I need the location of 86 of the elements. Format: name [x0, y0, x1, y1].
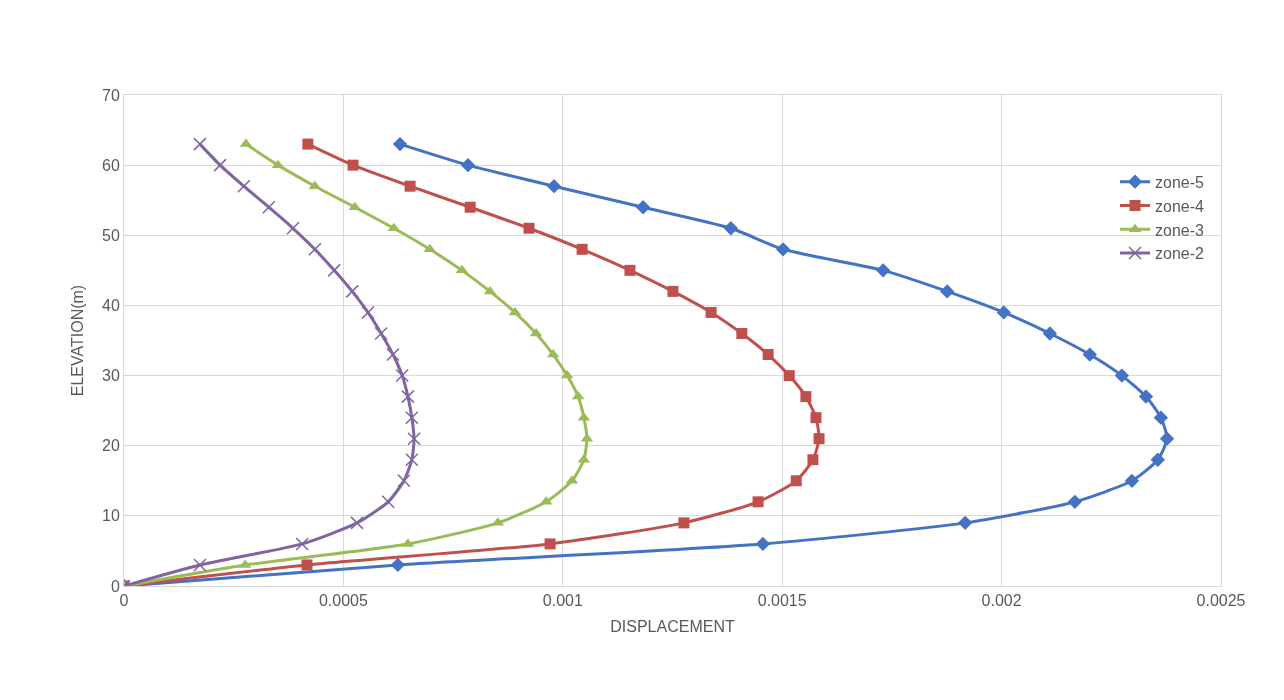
y-tick-label: 20	[102, 437, 120, 455]
point	[464, 201, 476, 213]
x-tick-label: 0.0015	[757, 592, 807, 610]
point	[460, 157, 476, 173]
point	[405, 410, 419, 425]
point	[1042, 326, 1058, 341]
point	[483, 285, 497, 295]
point	[395, 368, 409, 383]
point	[345, 284, 359, 299]
y-tick-label: 10	[102, 507, 120, 525]
point	[405, 452, 419, 467]
point	[295, 537, 309, 551]
point	[996, 305, 1011, 320]
point	[635, 200, 651, 215]
point	[392, 136, 408, 152]
point	[544, 538, 556, 550]
point	[1150, 452, 1165, 467]
point	[529, 327, 543, 337]
point	[800, 391, 812, 403]
point	[1138, 389, 1154, 404]
point	[958, 515, 973, 531]
point	[350, 516, 364, 530]
point	[374, 326, 388, 341]
point	[1159, 431, 1175, 446]
point	[875, 263, 891, 278]
point	[397, 474, 411, 488]
point	[301, 559, 313, 571]
legend-label: zone-4	[1155, 197, 1205, 215]
point	[810, 412, 822, 424]
point	[775, 242, 791, 257]
point	[390, 557, 405, 573]
point	[752, 496, 764, 508]
point	[1082, 347, 1097, 362]
point	[508, 306, 522, 316]
y-tick-label: 50	[102, 226, 120, 244]
point	[783, 370, 795, 382]
point	[193, 558, 207, 572]
point	[386, 347, 400, 362]
point	[401, 389, 415, 404]
y-axis-title: ELEVATION(m)	[68, 284, 86, 397]
y-tick-label: 70	[102, 86, 120, 104]
point	[361, 305, 375, 320]
point	[1153, 410, 1169, 425]
x-tick-label: 0.002	[981, 592, 1022, 610]
point	[736, 327, 748, 339]
point	[755, 536, 771, 552]
point	[523, 222, 535, 234]
point	[678, 517, 690, 529]
point	[262, 200, 276, 214]
point	[940, 284, 955, 299]
point	[193, 137, 207, 151]
point	[237, 179, 251, 193]
legend-label: zone-5	[1155, 173, 1205, 191]
point	[423, 243, 437, 253]
point	[407, 431, 421, 446]
point	[813, 433, 825, 445]
point	[404, 180, 416, 192]
x-tick-label: 0.001	[542, 592, 583, 610]
point	[327, 263, 341, 278]
point	[347, 159, 359, 171]
point	[705, 306, 717, 318]
point	[790, 475, 802, 487]
point	[1067, 494, 1083, 509]
y-tick-label: 40	[102, 297, 120, 315]
point	[213, 158, 227, 172]
point	[1124, 473, 1140, 488]
point	[387, 222, 401, 232]
point	[723, 221, 739, 236]
point	[807, 454, 819, 466]
point	[624, 264, 636, 276]
y-tick-label: 30	[102, 367, 120, 385]
y-tick-label: 60	[102, 156, 120, 174]
point	[455, 264, 469, 274]
legend-label: zone-2	[1155, 245, 1205, 263]
x-tick-label: 0.0005	[318, 592, 368, 610]
point	[576, 243, 588, 255]
point	[546, 179, 562, 194]
x-axis-title: DISPLACEMENT	[610, 617, 735, 635]
y-tick-label: 0	[110, 577, 120, 595]
point	[1114, 368, 1129, 383]
point	[762, 349, 774, 361]
point	[302, 138, 314, 150]
legend-label: zone-3	[1155, 221, 1205, 239]
point	[381, 495, 395, 509]
x-tick-label: 0.0025	[1196, 592, 1246, 610]
point	[667, 285, 679, 297]
